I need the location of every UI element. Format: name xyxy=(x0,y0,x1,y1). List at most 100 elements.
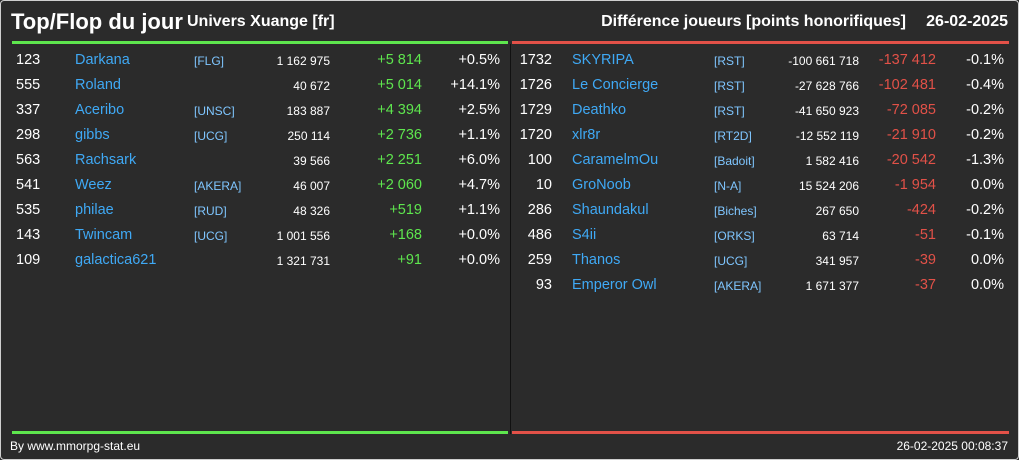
points-cell: 183 887 xyxy=(286,104,330,118)
delta-cell: -102 481 xyxy=(878,77,936,93)
flop-row: 486 S4ii [ORKS] 63 714 -51 -0.1% xyxy=(512,223,1009,248)
points-cell: -100 661 718 xyxy=(788,54,859,68)
points-cell: 48 326 xyxy=(293,204,330,218)
rank-cell: 123 xyxy=(16,52,41,68)
alliance-tag: [RST] xyxy=(714,79,745,93)
player-name-link[interactable]: Darkana xyxy=(75,52,130,68)
player-name-link[interactable]: S4ii xyxy=(572,227,597,243)
percent-cell: 0.0% xyxy=(970,277,1004,293)
top-row: 109 galactica621 1 321 731 +91 +0.0% xyxy=(12,248,508,273)
points-cell: 15 524 206 xyxy=(798,179,859,193)
player-name-link[interactable]: Twincam xyxy=(75,227,133,243)
player-name-link[interactable]: Rachsark xyxy=(75,152,137,168)
widget-title: Top/Flop du jour xyxy=(11,9,183,34)
rank-cell: 143 xyxy=(16,227,41,243)
points-cell: 1 321 731 xyxy=(276,254,330,268)
flop-row: 259 Thanos [UCG] 341 957 -39 0.0% xyxy=(512,248,1009,273)
percent-cell: +0.0% xyxy=(458,252,500,268)
points-cell: 1 001 556 xyxy=(276,229,330,243)
percent-cell: +6.0% xyxy=(458,152,500,168)
universe-name: Univers Xuange [fr] xyxy=(187,13,335,30)
percent-cell: -1.3% xyxy=(966,152,1004,168)
flop-row: 93 Emperor Owl [AKERA] 1 671 377 -37 0.0% xyxy=(512,273,1009,298)
alliance-tag: [Biches] xyxy=(714,204,757,218)
delta-cell: -72 085 xyxy=(886,102,936,118)
alliance-tag: [RST] xyxy=(714,104,745,118)
points-cell: -41 650 923 xyxy=(794,104,859,118)
player-name-link[interactable]: Weez xyxy=(75,177,112,193)
delta-cell: -1 954 xyxy=(894,177,936,193)
delta-cell: +91 xyxy=(397,252,422,268)
top-row: 123 Darkana [FLG] 1 162 975 +5 814 +0.5% xyxy=(12,48,508,73)
percent-cell: +0.0% xyxy=(458,227,500,243)
player-name-link[interactable]: galactica621 xyxy=(75,252,157,268)
alliance-tag: [ORKS] xyxy=(714,229,755,243)
rank-cell: 1729 xyxy=(519,102,552,118)
flop-row: 286 Shaundakul [Biches] 267 650 -424 -0.2% xyxy=(512,198,1009,223)
player-name-link[interactable]: SKYRIPA xyxy=(572,52,634,68)
alliance-tag: [FLG] xyxy=(194,54,225,68)
top-row: 298 gibbs [UCG] 250 114 +2 736 +1.1% xyxy=(12,123,508,148)
points-cell: 63 714 xyxy=(822,229,859,243)
points-cell: 39 566 xyxy=(293,154,330,168)
rank-cell: 541 xyxy=(16,177,41,193)
player-name-link[interactable]: Emperor Owl xyxy=(572,277,657,293)
player-name-link[interactable]: Deathko xyxy=(572,102,627,118)
flop-accent-bar xyxy=(512,41,1009,44)
points-cell: 267 650 xyxy=(815,204,859,218)
metric-label: Différence joueurs [points honorifiques] xyxy=(601,13,906,30)
rank-cell: 259 xyxy=(527,252,552,268)
player-name-link[interactable]: xlr8r xyxy=(572,127,601,143)
rank-cell: 1732 xyxy=(519,52,552,68)
top-accent-bar-bottom xyxy=(12,431,508,434)
flop-row: 1729 Deathko [RST] -41 650 923 -72 085 -0.2% xyxy=(512,98,1009,123)
rank-cell: 109 xyxy=(16,252,41,268)
footer-source-link[interactable]: By www.mmorpg-stat.eu xyxy=(10,439,141,453)
player-name-link[interactable]: GroNoob xyxy=(572,177,631,193)
flop-row: 1732 SKYRIPA [RST] -100 661 718 -137 412 -0.1… xyxy=(512,48,1009,73)
flop-accent-bar-bottom xyxy=(512,431,1009,434)
alliance-tag: [N-A] xyxy=(714,179,742,193)
alliance-tag: [RST] xyxy=(714,54,745,68)
player-name-link[interactable]: Thanos xyxy=(572,252,621,268)
player-name-link[interactable]: Roland xyxy=(75,77,121,93)
flop-row: 10 GroNoob [N-A] 15 524 206 -1 954 0.0% xyxy=(512,173,1009,198)
delta-cell: +2 060 xyxy=(377,177,422,193)
rank-cell: 10 xyxy=(535,177,552,193)
top-row: 563 Rachsark 39 566 +2 251 +6.0% xyxy=(12,148,508,173)
delta-cell: +519 xyxy=(389,202,422,218)
alliance-tag: [AKERA] xyxy=(714,279,762,293)
percent-cell: +14.1% xyxy=(450,77,500,93)
player-name-link[interactable]: Le Concierge xyxy=(572,77,659,93)
delta-cell: -37 xyxy=(915,277,936,293)
percent-cell: +4.7% xyxy=(458,177,500,193)
percent-cell: 0.0% xyxy=(970,252,1004,268)
alliance-tag: [Badoit] xyxy=(714,154,755,168)
player-name-link[interactable]: Aceribo xyxy=(75,102,125,118)
points-cell: 1 582 416 xyxy=(805,154,859,168)
percent-cell: -0.4% xyxy=(966,77,1004,93)
flop-row: 1726 Le Concierge [RST] -27 628 766 -102 481… xyxy=(512,73,1009,98)
delta-cell: +5 814 xyxy=(377,52,422,68)
alliance-tag: [UCG] xyxy=(714,254,748,268)
player-name-link[interactable]: philae xyxy=(75,202,114,218)
delta-cell: -51 xyxy=(915,227,936,243)
top-row: 337 Aceribo [UNSC] 183 887 +4 394 +2.5% xyxy=(12,98,508,123)
delta-cell: +2 736 xyxy=(377,127,422,143)
rank-cell: 337 xyxy=(16,102,41,118)
alliance-tag: [AKERA] xyxy=(194,179,242,193)
percent-cell: -0.1% xyxy=(966,52,1004,68)
percent-cell: 0.0% xyxy=(970,177,1004,193)
alliance-tag: [RT2D] xyxy=(714,129,752,143)
flop-panel: 1732 SKYRIPA [RST] -100 661 718 -137 412 -0.1… xyxy=(512,48,1009,298)
player-name-link[interactable]: gibbs xyxy=(75,127,110,143)
top-row: 535 philae [RUD] 48 326 +519 +1.1% xyxy=(12,198,508,223)
points-cell: 46 007 xyxy=(293,179,330,193)
points-cell: 250 114 xyxy=(287,129,331,143)
player-name-link[interactable]: CaramelmOu xyxy=(572,152,659,168)
delta-cell: -20 542 xyxy=(886,152,936,168)
delta-cell: -137 412 xyxy=(878,52,936,68)
rank-cell: 93 xyxy=(535,277,552,293)
player-name-link[interactable]: Shaundakul xyxy=(572,202,649,218)
